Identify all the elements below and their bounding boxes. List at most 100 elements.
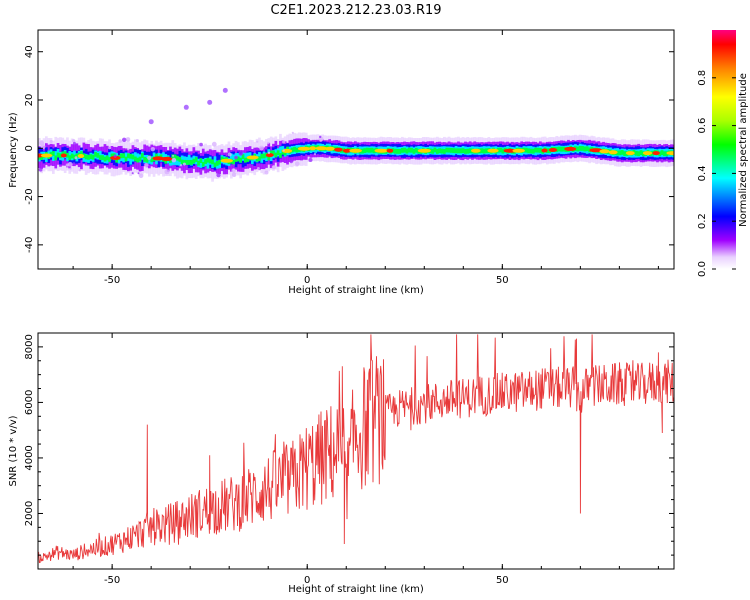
spectrogram-cell (532, 148, 535, 154)
spectrogram-cell (272, 150, 275, 156)
spectrogram-cell (620, 150, 624, 155)
spectrogram-cell (127, 153, 130, 159)
spectrogram-cell (206, 160, 210, 169)
x-tick-label: 0 (304, 275, 310, 286)
spectrogram-cell (162, 152, 165, 161)
spectrogram-speckle (72, 141, 76, 145)
spectrogram-cell (220, 156, 224, 162)
spectrogram-cell (534, 147, 537, 153)
spectrogram-peak (589, 148, 603, 153)
spectrogram-cell (480, 148, 484, 154)
spectrogram-cell (501, 148, 505, 154)
spectrogram-cell (94, 152, 97, 157)
spectrogram-peak (608, 150, 618, 155)
spectrogram-speckle (282, 149, 285, 152)
y-tick-label: 6000 (24, 390, 35, 415)
spectrogram-speckle (127, 148, 130, 151)
y-tick-label: 20 (24, 94, 35, 107)
spectrogram-speckle (138, 173, 144, 179)
spectrogram-cell (204, 159, 207, 164)
spectrogram-cell (361, 148, 364, 154)
spectrogram-cell (194, 157, 198, 162)
spectrogram-cell (363, 148, 367, 153)
spectrogram-ticks: -50 0 50 -40 -20 0 20 40 (24, 30, 674, 286)
spectrogram-cell (66, 152, 69, 158)
spectrogram-speckle (264, 170, 269, 175)
spectrogram-speckle (216, 173, 221, 178)
spectrogram-speckle (150, 147, 155, 152)
spectrogram-speckle (69, 167, 72, 170)
spectrogram-cell (213, 156, 217, 165)
spectrogram-speckle (108, 146, 112, 150)
spectrogram-cell (267, 155, 271, 161)
spectrogram-peak (548, 148, 558, 152)
spectrogram-speckle (211, 141, 217, 147)
spectrogram-cell (241, 154, 245, 168)
spectrogram-cell (269, 152, 273, 162)
spectrogram-cell (232, 160, 235, 165)
spectrogram-cell (54, 155, 58, 161)
spectrogram-peak (541, 148, 548, 153)
spectrogram-cell (578, 146, 582, 151)
spectrogram-cell (173, 154, 177, 160)
spectrogram-cell (108, 152, 111, 161)
spectrogram-cell (443, 149, 446, 154)
snr-ylabel: SNR (10 * v/v) (8, 415, 19, 486)
y-tick-label: 40 (24, 45, 35, 58)
spectrogram-cell (115, 157, 118, 163)
spectrogram-cell (80, 151, 83, 156)
spectrogram-cell (68, 151, 72, 160)
spectrogram-peak (265, 153, 274, 158)
spectrogram-cell (143, 157, 146, 162)
spectrogram-cell (246, 157, 250, 162)
spectrogram-cell (527, 148, 530, 154)
y-tick-label: 8000 (24, 334, 35, 359)
spectrogram-speckle (125, 137, 131, 142)
spectrogram-cell (412, 149, 416, 154)
spectrogram-peak (315, 146, 328, 151)
spectrogram-cell (482, 148, 486, 154)
colorbar: 0.0 0.2 0.4 0.6 0.8 Normalized spectral ampl… (697, 30, 749, 277)
spectrogram-cell (192, 158, 196, 164)
spectrogram-speckle (231, 168, 236, 173)
spectrogram-cell (365, 147, 369, 153)
spectrogram-cell (405, 148, 409, 154)
spectrogram-cell (87, 155, 90, 160)
spectrogram-outlier (148, 119, 154, 125)
spectrogram-cell (283, 150, 287, 156)
spectrogram-cell (52, 151, 55, 156)
spectrogram-cell (70, 153, 74, 159)
spectrogram-speckle (131, 172, 134, 175)
spectrogram-cell (407, 147, 411, 153)
spectrogram-cell (403, 147, 406, 153)
spectrogram-speckle (171, 157, 177, 163)
spectrogram-speckle (319, 135, 322, 139)
spectrogram-peak (152, 156, 164, 161)
spectrogram-cell (258, 152, 261, 161)
spectrogram-cell (560, 146, 563, 152)
y-tick-label: 2000 (24, 501, 35, 526)
colorbar-gradient (712, 30, 736, 269)
spectrogram-cell (232, 154, 235, 163)
spectrogram-cell (59, 153, 62, 159)
spectrogram-peak (297, 146, 311, 151)
spectrogram-cell (663, 151, 666, 157)
spectrogram-speckle (291, 131, 294, 134)
spectrogram-cell (187, 154, 191, 163)
spectrogram-cell (452, 148, 456, 153)
spectrogram-cell (372, 148, 376, 154)
spectrogram-cell (136, 157, 139, 163)
spectrogram-cell (215, 153, 219, 166)
spectrogram-cell (239, 157, 242, 163)
spectrogram-peak (77, 154, 85, 158)
y-tick-label: 4000 (24, 445, 35, 470)
spectrogram-speckle (313, 153, 317, 156)
spectrogram-cell (110, 153, 114, 159)
spectrogram-peak (599, 149, 610, 154)
spectrogram-cell (40, 155, 43, 160)
spectrogram-outlier (222, 87, 228, 93)
spectrogram-cell (124, 156, 128, 162)
spectrogram-cell (96, 153, 100, 158)
spectrogram-speckle (271, 165, 276, 170)
spectrogram-speckle (65, 163, 70, 167)
